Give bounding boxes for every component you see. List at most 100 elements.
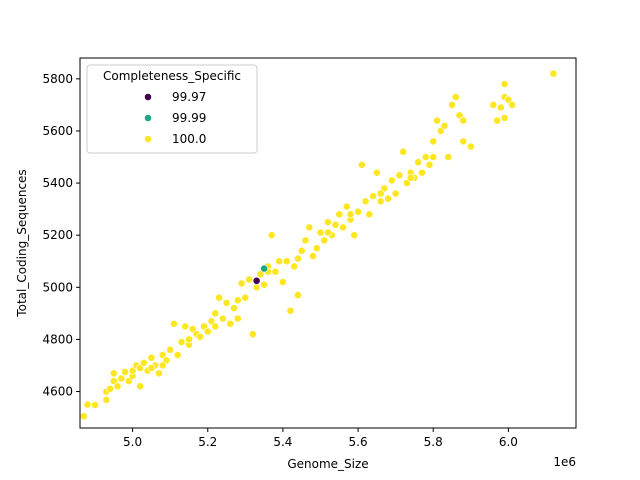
- points-layer: [79, 69, 558, 421]
- scatter-point: [406, 173, 415, 182]
- scatter-point: [267, 231, 276, 240]
- scatter-point: [335, 210, 344, 219]
- scatter-point: [459, 116, 468, 125]
- scatter-point: [124, 377, 133, 385]
- scatter-point: [188, 325, 197, 333]
- scatter-point: [237, 279, 246, 288]
- x-tick-label: 5.0: [123, 435, 142, 449]
- scatter-point: [448, 101, 456, 109]
- scatter-point: [418, 168, 426, 177]
- legend: Completeness_Specific 99.97 99.99 100.0: [86, 64, 258, 154]
- scatter-point: [177, 338, 186, 346]
- scatter-point: [158, 351, 167, 359]
- x-tick-label: 5.4: [273, 435, 292, 449]
- scatter-point: [376, 189, 385, 198]
- scatter-point: [279, 278, 287, 286]
- scatter-point: [233, 296, 242, 305]
- scatter-point: [218, 314, 227, 323]
- scatter-point: [260, 264, 269, 273]
- scatter-point: [365, 210, 374, 219]
- scatter-point: [282, 257, 291, 266]
- legend-marker: [144, 135, 152, 143]
- scatter-point: [185, 335, 193, 344]
- y-axis: 4600 4800 5000 5200 5400 5600 5800: [42, 72, 80, 399]
- y-tick-label: 4600: [42, 385, 73, 399]
- scatter-point: [305, 223, 314, 232]
- scatter-point: [79, 412, 88, 421]
- scatter-point: [339, 223, 347, 232]
- scatter-point: [429, 153, 438, 161]
- scatter-point: [222, 299, 231, 307]
- scatter-point: [301, 236, 310, 245]
- scatter-point: [203, 327, 212, 336]
- scatter-point: [271, 267, 280, 276]
- scatter-point: [376, 197, 385, 206]
- scatter-point: [380, 184, 389, 193]
- scatter-point: [215, 293, 223, 302]
- scatter-point: [286, 306, 295, 315]
- scatter-point: [155, 369, 163, 378]
- legend-title: Completeness_Specific: [103, 69, 241, 83]
- y-tick-label: 5400: [42, 176, 73, 190]
- scatter-point: [139, 358, 148, 367]
- scatter-point: [181, 322, 190, 331]
- scatter-point: [147, 364, 156, 372]
- scatter-point: [173, 351, 182, 359]
- scatter-point: [147, 353, 156, 362]
- scatter-point: [369, 192, 377, 200]
- y-tick-label: 4800: [42, 332, 73, 346]
- y-tick-label: 5600: [42, 124, 73, 138]
- scatter-point: [211, 309, 220, 318]
- scatter-point: [309, 252, 317, 260]
- scatter-point: [361, 197, 370, 206]
- scatter-point: [466, 142, 475, 151]
- scatter-point: [384, 194, 393, 203]
- legend-marker: [144, 114, 152, 122]
- scatter-point: [294, 291, 302, 300]
- scatter-point: [230, 304, 238, 313]
- scatter-point: [425, 160, 434, 169]
- scatter-point: [459, 137, 468, 146]
- scatter-point: [436, 127, 445, 135]
- scatter-point: [83, 400, 92, 409]
- x-axis-offset-label: 1e6: [553, 455, 576, 469]
- scatter-point: [500, 80, 509, 88]
- scatter-point: [248, 330, 257, 339]
- scatter-point: [354, 207, 362, 216]
- scatter-point: [109, 369, 118, 378]
- x-tick-label: 5.6: [349, 435, 368, 449]
- scatter-point: [136, 364, 145, 372]
- scatter-point: [117, 374, 126, 383]
- scatter-point: [166, 345, 175, 354]
- y-tick-label: 5000: [42, 280, 73, 294]
- scatter-point: [136, 382, 145, 391]
- scatter-point: [342, 202, 351, 211]
- scatter-point: [357, 160, 366, 169]
- scatter-point: [207, 317, 216, 326]
- legend-frame: [86, 64, 258, 154]
- scatter-point: [211, 322, 220, 331]
- legend-entries: 99.97 99.99 100.0: [144, 90, 206, 146]
- scatter-point: [109, 377, 118, 385]
- scatter-point: [504, 95, 513, 104]
- scatter-point: [241, 293, 250, 302]
- scatter-point: [444, 153, 453, 161]
- scatter-point: [549, 69, 558, 78]
- scatter-point: [260, 280, 269, 289]
- scatter-point: [113, 382, 122, 391]
- scatter-point: [455, 111, 464, 120]
- scatter-point: [233, 314, 242, 323]
- scatter-point: [387, 176, 396, 185]
- legend-label: 100.0: [172, 132, 206, 146]
- scatter-point: [252, 283, 261, 292]
- scatter-point: [429, 137, 438, 146]
- scatter-point: [200, 322, 208, 331]
- scatter-point: [316, 228, 325, 237]
- scatter-point: [121, 368, 129, 376]
- y-tick-label: 5200: [42, 228, 73, 242]
- legend-marker: [144, 93, 152, 101]
- scatter-point: [245, 275, 253, 284]
- scatter-point: [414, 158, 423, 167]
- scatter-point: [196, 332, 205, 341]
